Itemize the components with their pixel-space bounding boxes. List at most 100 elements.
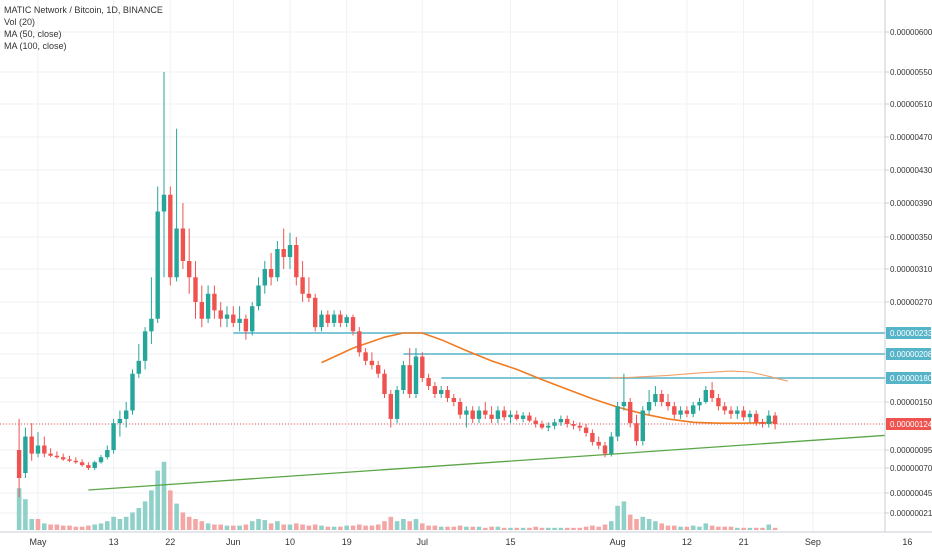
candle-body[interactable] bbox=[168, 194, 173, 278]
candle-body[interactable] bbox=[432, 386, 438, 394]
candle-body[interactable] bbox=[665, 402, 671, 407]
candle-body[interactable] bbox=[766, 415, 771, 424]
candle-body[interactable] bbox=[155, 211, 160, 319]
candle-body[interactable] bbox=[54, 455, 60, 458]
candle-body[interactable] bbox=[464, 410, 469, 415]
candle-body[interactable] bbox=[546, 425, 551, 428]
candle-body[interactable] bbox=[426, 378, 431, 386]
candle-body[interactable] bbox=[61, 457, 66, 460]
legend-vol[interactable]: Vol (20) bbox=[4, 17, 36, 27]
candle-body[interactable] bbox=[98, 457, 104, 463]
candle-body[interactable] bbox=[495, 410, 501, 419]
candle-body[interactable] bbox=[319, 314, 324, 328]
candle-body[interactable] bbox=[394, 390, 400, 419]
candle-body[interactable] bbox=[539, 424, 545, 428]
candle-body[interactable] bbox=[741, 410, 746, 418]
candle-body[interactable] bbox=[476, 410, 482, 419]
candle-body[interactable] bbox=[313, 297, 318, 328]
candle-body[interactable] bbox=[646, 402, 652, 411]
candle-body[interactable] bbox=[596, 441, 601, 446]
candle-body[interactable] bbox=[659, 394, 664, 402]
candle-body[interactable] bbox=[174, 228, 179, 278]
candle-body[interactable] bbox=[243, 318, 249, 332]
candle-body[interactable] bbox=[577, 425, 582, 428]
candle-body[interactable] bbox=[716, 398, 721, 407]
candle-body[interactable] bbox=[376, 365, 381, 374]
candle-body[interactable] bbox=[470, 410, 475, 419]
candle-body[interactable] bbox=[331, 314, 337, 323]
candle-body[interactable] bbox=[388, 394, 393, 419]
candle-body[interactable] bbox=[628, 402, 633, 424]
candle-body[interactable] bbox=[483, 410, 488, 415]
candle-body[interactable] bbox=[325, 314, 330, 323]
candle-body[interactable] bbox=[634, 423, 639, 442]
candle-body[interactable] bbox=[117, 418, 123, 424]
candle-body[interactable] bbox=[520, 415, 526, 419]
candle-body[interactable] bbox=[552, 422, 557, 426]
candle-body[interactable] bbox=[205, 293, 211, 319]
candle-body[interactable] bbox=[344, 317, 349, 323]
candle-body[interactable] bbox=[565, 418, 570, 424]
candle-body[interactable] bbox=[42, 445, 47, 454]
candle-body[interactable] bbox=[79, 462, 85, 466]
candle-body[interactable] bbox=[262, 269, 267, 286]
candle-body[interactable] bbox=[338, 314, 343, 323]
candle-body[interactable] bbox=[287, 245, 293, 257]
candle-body[interactable] bbox=[691, 405, 696, 414]
candle-body[interactable] bbox=[590, 432, 595, 442]
candle-body[interactable] bbox=[237, 318, 242, 323]
candle-body[interactable] bbox=[684, 410, 690, 414]
trend-line[interactable] bbox=[88, 433, 908, 491]
candle-body[interactable] bbox=[602, 445, 608, 454]
candle-body[interactable] bbox=[256, 285, 261, 307]
candle-body[interactable] bbox=[350, 317, 356, 332]
candle-body[interactable] bbox=[92, 462, 97, 468]
candle-body[interactable] bbox=[615, 406, 620, 437]
candle-body[interactable] bbox=[105, 450, 110, 458]
candle-body[interactable] bbox=[67, 459, 72, 461]
candle-body[interactable] bbox=[728, 410, 734, 414]
candle-body[interactable] bbox=[357, 331, 362, 353]
candle-body[interactable] bbox=[224, 314, 230, 319]
candle-body[interactable] bbox=[250, 306, 255, 332]
candle-body[interactable] bbox=[672, 406, 677, 415]
candle-body[interactable] bbox=[218, 310, 223, 319]
candle-body[interactable] bbox=[300, 277, 305, 294]
candle-body[interactable] bbox=[527, 415, 532, 421]
candle-body[interactable] bbox=[294, 245, 299, 278]
candle-body[interactable] bbox=[502, 410, 507, 418]
candle-body[interactable] bbox=[193, 277, 198, 302]
candle-body[interactable] bbox=[640, 410, 645, 442]
candle-body[interactable] bbox=[703, 390, 708, 402]
candle-body[interactable] bbox=[653, 394, 658, 402]
legend-symbol[interactable]: MATIC Network / Bitcoin, 1D, BINANCE bbox=[4, 5, 163, 15]
candle-body[interactable] bbox=[457, 402, 463, 415]
candle-body[interactable] bbox=[48, 453, 53, 456]
candle-body[interactable] bbox=[306, 293, 312, 298]
candle-body[interactable] bbox=[268, 269, 274, 278]
candle-body[interactable] bbox=[747, 413, 753, 418]
candle-body[interactable] bbox=[678, 410, 683, 415]
candle-body[interactable] bbox=[363, 352, 368, 361]
candle-body[interactable] bbox=[35, 445, 41, 454]
candle-body[interactable] bbox=[514, 414, 519, 419]
candle-body[interactable] bbox=[142, 331, 148, 361]
legend-ma50[interactable]: MA (50, close) bbox=[4, 29, 62, 39]
candle-body[interactable] bbox=[508, 414, 513, 418]
candle-body[interactable] bbox=[29, 436, 34, 454]
candle-body[interactable] bbox=[697, 402, 702, 406]
candle-body[interactable] bbox=[275, 249, 280, 278]
candle-body[interactable] bbox=[180, 228, 186, 262]
candle-body[interactable] bbox=[609, 436, 614, 454]
legend-ma100[interactable]: MA (100, close) bbox=[4, 41, 67, 51]
candle-body[interactable] bbox=[709, 390, 715, 398]
candle-body[interactable] bbox=[23, 436, 28, 473]
candle-body[interactable] bbox=[439, 390, 444, 394]
candle-body[interactable] bbox=[413, 356, 419, 394]
candle-body[interactable] bbox=[401, 365, 406, 390]
candle-body[interactable] bbox=[621, 402, 627, 407]
candle-body[interactable] bbox=[369, 360, 375, 366]
candle-body[interactable] bbox=[149, 318, 154, 332]
candle-body[interactable] bbox=[212, 293, 217, 311]
